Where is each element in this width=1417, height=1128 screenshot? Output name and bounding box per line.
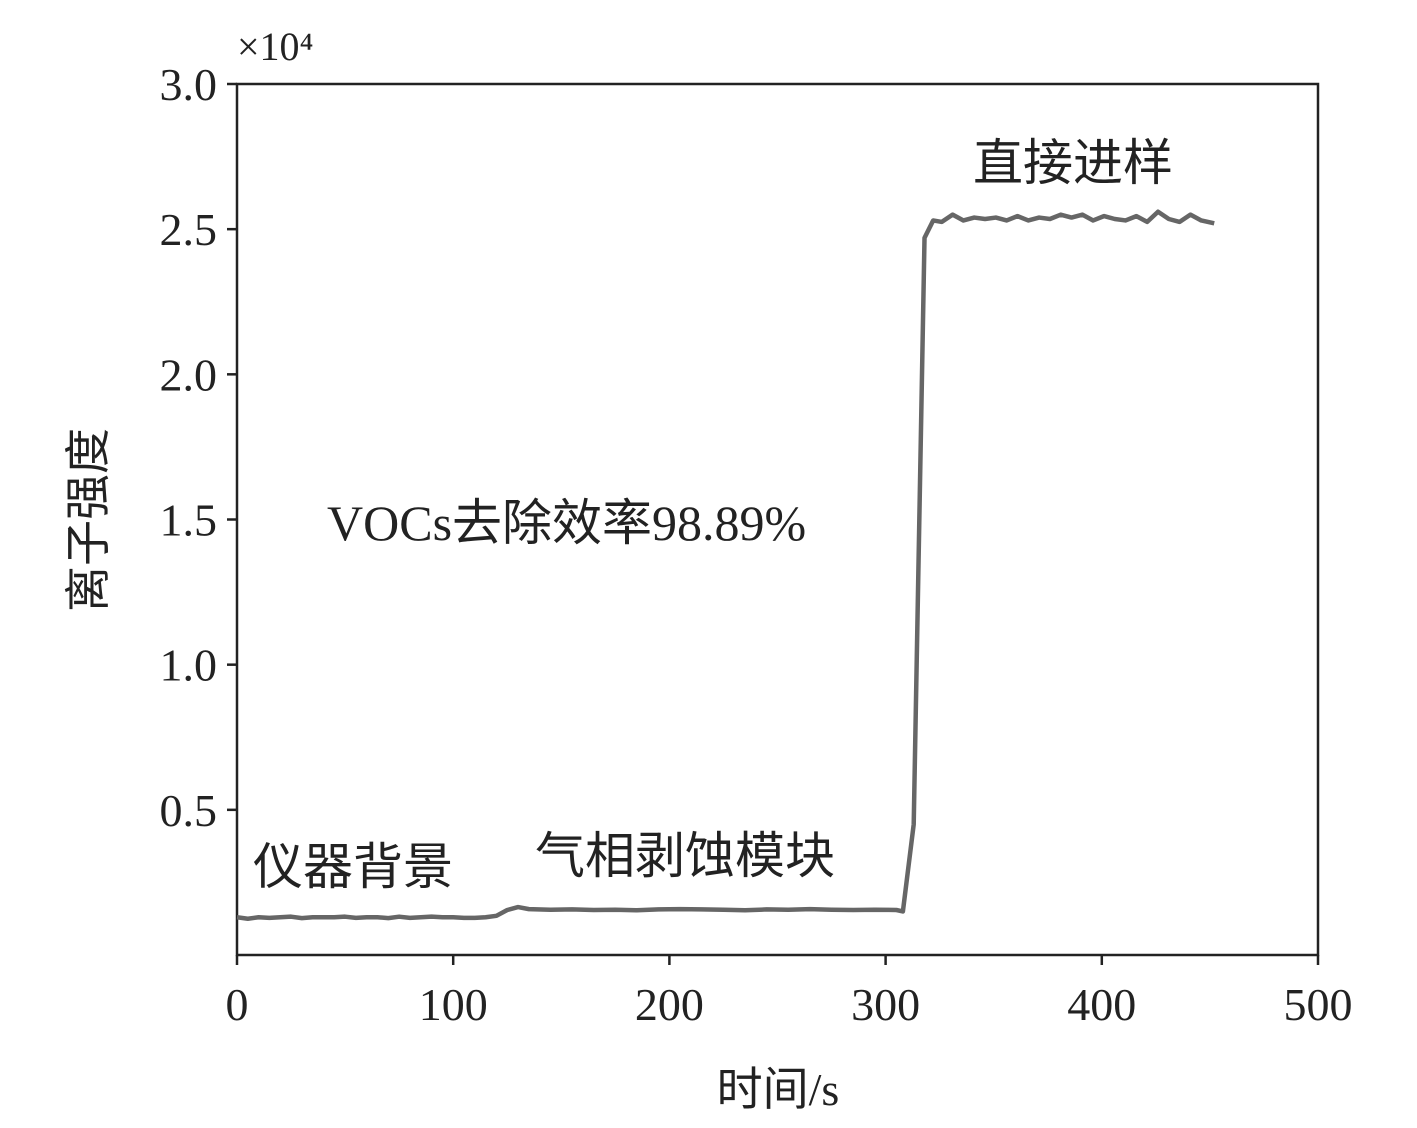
x-tick-label: 100 [419,979,488,1030]
y-tick-label: 3.0 [160,59,218,110]
y-tick-label: 2.5 [160,204,218,255]
annotation: VOCs去除效率98.89% [327,495,806,551]
x-tick-label: 200 [635,979,704,1030]
annotation: 仪器背景 [253,839,453,895]
x-tick-label: 300 [851,979,920,1030]
x-axis-label: 时间/s [717,1064,840,1115]
y-tick-label: 1.0 [160,640,218,691]
annotation: 直接进样 [973,135,1173,191]
y-tick-label: 0.5 [160,785,218,836]
x-tick-label: 400 [1067,979,1136,1030]
y-tick-label: 2.0 [160,349,218,400]
y-axis-label: 离子强度 [63,428,114,612]
annotation: 气相剥蚀模块 [535,828,835,884]
x-tick-label: 500 [1284,979,1353,1030]
axis-multiplier: ×10⁴ [237,24,314,69]
data-line [236,209,1215,921]
x-tick-label: 0 [226,979,249,1030]
y-tick-label: 1.5 [160,495,218,546]
